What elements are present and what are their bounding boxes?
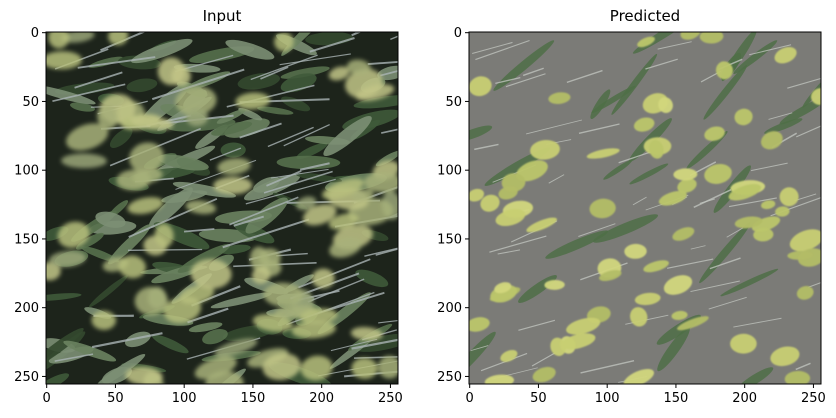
input-panel-title: Input [202,7,242,25]
predicted-x-tick-label: 0 [466,391,474,406]
predicted-x-tick-label: 100 [595,391,620,406]
input-image [46,32,398,384]
input-x-tick-label: 100 [172,391,197,406]
predicted-image [469,32,821,384]
predicted-y-tick-label: 0 [454,26,462,41]
predicted-panel-title: Predicted [609,7,681,25]
predicted-x-tick-label: 250 [801,391,826,406]
predicted-x-tick-label: 150 [664,391,689,406]
input-y-tick-label: 0 [31,26,39,41]
predicted-y-tick-label: 50 [445,95,462,110]
predicted-y-tick-label: 100 [437,164,462,179]
input-axes-frame [45,31,399,385]
input-y-tick-label: 100 [14,164,39,179]
input-y-tick-label: 200 [14,301,39,316]
input-x-tick-label: 200 [309,391,334,406]
input-x-tick-label: 50 [107,391,124,406]
predicted-axes-frame [468,31,822,385]
input-x-tick-label: 250 [378,391,403,406]
input-y-tick-label: 150 [14,232,39,247]
input-x-tick-label: 0 [43,391,51,406]
input-y-tick-label: 250 [14,370,39,385]
predicted-y-tick-label: 150 [437,232,462,247]
predicted-y-tick-label: 200 [437,301,462,316]
predicted-y-tick-label: 250 [437,370,462,385]
input-y-tick-label: 50 [22,95,39,110]
predicted-x-tick-label: 50 [530,391,547,406]
input-x-tick-label: 150 [241,391,266,406]
predicted-x-tick-label: 200 [732,391,757,406]
